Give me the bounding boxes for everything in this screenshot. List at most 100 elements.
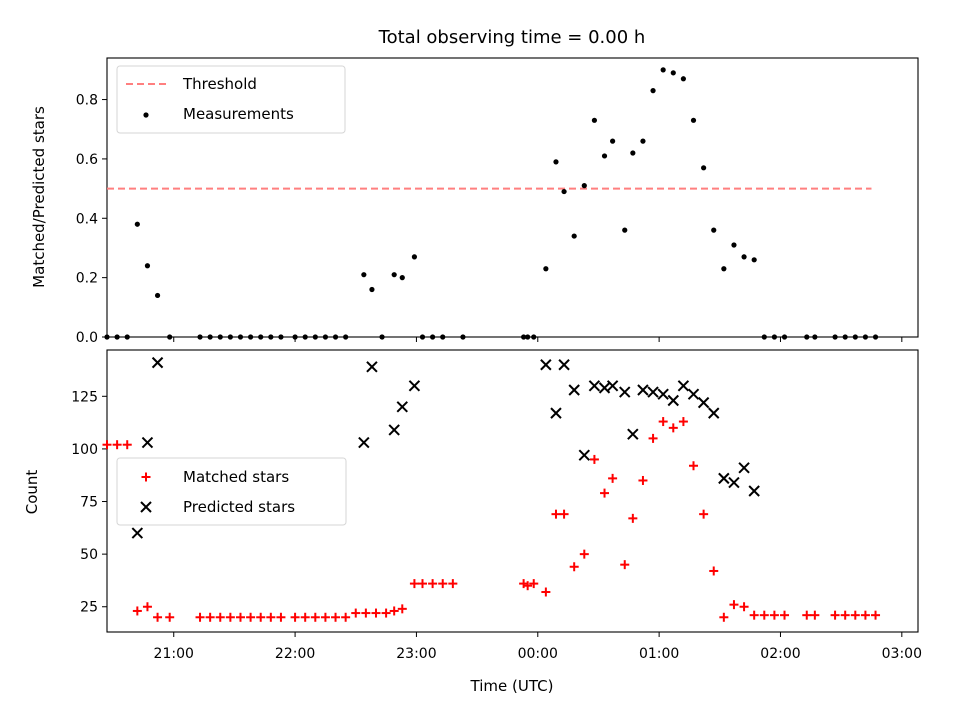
matched-star-point: [551, 509, 561, 519]
matched-star-point: [830, 610, 840, 620]
matched-star-point: [361, 608, 371, 618]
x-stroke-b: [738, 462, 750, 474]
x-stroke-b: [619, 386, 631, 398]
bottom-y-tick-label: 75: [80, 495, 98, 511]
matched-star-point: [668, 423, 678, 433]
bottom-y-tick-label: 25: [80, 600, 98, 616]
bottom-y-tick-label: 50: [80, 547, 98, 563]
matched-star-point: [638, 475, 648, 485]
measurement-point: [197, 334, 203, 340]
x-stroke-b: [568, 384, 580, 396]
matched-star-point: [719, 612, 729, 622]
measurement-point: [650, 88, 656, 94]
matched-star-point: [310, 612, 320, 622]
measurements-legend-label: Measurements: [183, 105, 294, 123]
measurement-point: [842, 334, 848, 340]
x-stroke-b: [358, 436, 370, 449]
top-chart-title: Total observing time = 0.00 h: [378, 27, 646, 48]
matched-star-point: [569, 562, 579, 572]
matched-star-point: [438, 579, 448, 589]
top-y-tick-label: 0.4: [76, 211, 98, 227]
matched-star-point: [780, 610, 790, 620]
matched-star-point: [300, 612, 310, 622]
bottom-legend-box: [116, 457, 347, 526]
measurement-point: [804, 334, 810, 340]
measurement-point: [610, 138, 616, 144]
threshold-legend-label: Threshold: [182, 75, 257, 93]
measurement-point: [399, 275, 405, 281]
x-stroke-b: [131, 527, 144, 539]
x-stroke-b: [728, 476, 740, 489]
top-y-tick-label: 0.2: [76, 271, 98, 287]
measurement-point: [258, 334, 264, 340]
predicted-star-point: [588, 380, 601, 392]
x-stroke-b: [558, 359, 570, 371]
matched-star-point: [541, 587, 551, 597]
top-y-tick-label: 0.6: [76, 152, 98, 168]
measurement-point: [622, 227, 628, 233]
predicted-star-point: [677, 380, 690, 392]
matched-star-point: [142, 602, 152, 612]
measurement-point: [312, 334, 318, 340]
matched-legend-swatch: [141, 472, 151, 482]
measurement-point: [781, 334, 788, 340]
predicted-star-point: [619, 386, 631, 398]
matched-star-point: [397, 604, 407, 614]
matched-star-point: [409, 579, 419, 589]
matched-star-point: [699, 509, 709, 519]
matched-star-point: [448, 579, 458, 589]
x-stroke-b: [627, 428, 639, 440]
matched-star-point: [802, 610, 812, 620]
matched-star-point: [620, 560, 630, 570]
measurement-point: [411, 254, 418, 260]
x-stroke-b: [647, 386, 659, 398]
measurement-point: [369, 286, 375, 293]
predicted-star-point: [738, 462, 750, 474]
matched-star-point: [523, 581, 533, 591]
matched-star-point: [860, 610, 870, 620]
x-stroke-b: [748, 485, 760, 497]
predicted-star-point: [550, 407, 562, 419]
predicted-star-point: [408, 380, 421, 392]
bottom-legend: Matched stars Predicted stars: [116, 457, 347, 526]
matched-star-point: [840, 610, 850, 620]
x-stroke-b: [677, 380, 690, 392]
bottom-x-tick-label: 02:00: [760, 646, 800, 662]
measurement-point: [561, 188, 567, 195]
matched-star-point: [205, 612, 215, 622]
measurement-point: [154, 292, 161, 299]
matched-star-point: [559, 509, 569, 519]
x-stroke-b: [588, 380, 601, 392]
x-stroke-b: [366, 361, 378, 373]
measurement-point: [247, 334, 254, 340]
top-y-tick-label: 0.8: [76, 93, 98, 109]
matched-star-point: [729, 600, 739, 610]
measurement-point: [361, 272, 367, 278]
predicted-star-point: [151, 356, 164, 369]
measurement-point: [721, 266, 727, 272]
measurement-point: [343, 334, 349, 340]
matched-star-point: [810, 610, 820, 620]
measurement-point: [741, 254, 747, 260]
measurement-point: [701, 165, 707, 171]
matched-star-point: [256, 612, 266, 622]
measurement-point: [460, 334, 466, 340]
predicted-star-point: [141, 436, 154, 449]
measurement-point: [302, 334, 308, 340]
top-y-tick-label: 0.0: [76, 330, 98, 346]
x-stroke-b: [151, 356, 164, 369]
matched-star-point: [871, 610, 881, 620]
measurement-point: [268, 334, 274, 340]
predicted-legend-label: Predicted stars: [183, 498, 295, 516]
measurement-point: [771, 334, 778, 340]
x-stroke-b: [388, 424, 400, 436]
predicted-star-point: [358, 436, 370, 449]
matched-star-point: [658, 417, 668, 427]
predicted-star-point: [568, 384, 580, 396]
predicted-star-point: [708, 407, 720, 419]
measurement-point: [207, 334, 213, 340]
measurement-point: [640, 138, 646, 144]
predicted-star-point: [131, 527, 144, 539]
measurement-point: [862, 334, 869, 340]
predicted-star-point: [647, 386, 659, 398]
